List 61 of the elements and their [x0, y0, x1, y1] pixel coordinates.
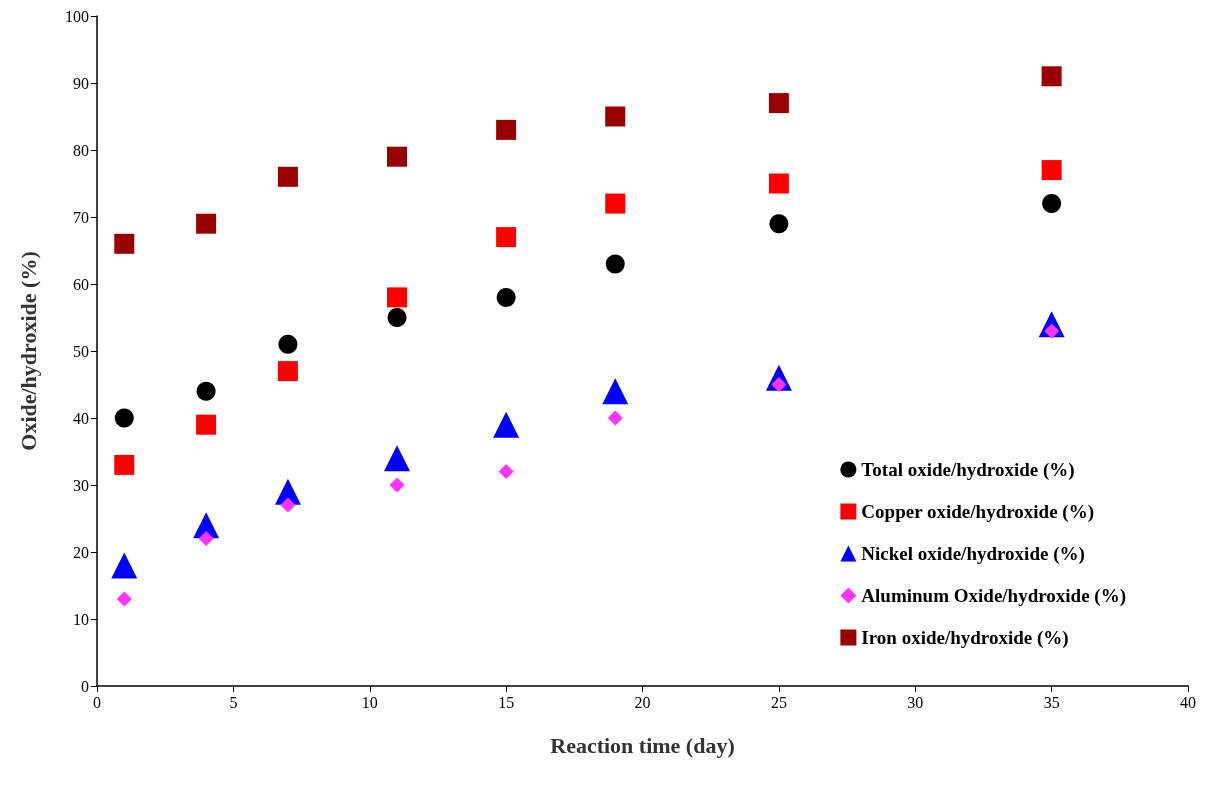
point	[277, 361, 298, 382]
x-tick-label: 20	[634, 693, 651, 711]
point	[196, 414, 217, 435]
y-axis-title: Oxide/hydroxide (%)	[15, 251, 41, 451]
point	[496, 119, 517, 140]
y-tick-label: 100	[65, 7, 89, 25]
y-tick-label: 20	[73, 543, 89, 561]
point	[605, 193, 626, 214]
y-tick-label: 40	[73, 409, 89, 427]
x-tick-label: 10	[361, 693, 378, 711]
y-tick-label: 50	[73, 342, 89, 360]
y-tick-label: 10	[73, 610, 89, 628]
y-tick-label: 90	[73, 74, 89, 92]
y-tick-label: 60	[73, 275, 89, 293]
y-tick-label: 80	[73, 141, 89, 159]
legend-label: Total oxide/hydroxide (%)	[861, 459, 1075, 481]
point	[605, 106, 626, 127]
point	[493, 411, 520, 438]
y-tick-label: 70	[73, 208, 89, 226]
point	[196, 213, 217, 234]
point	[496, 287, 516, 307]
point	[602, 378, 629, 405]
point	[389, 477, 405, 493]
legend-label: Iron oxide/hydroxide (%)	[861, 627, 1069, 649]
point	[280, 497, 296, 513]
point	[1041, 66, 1062, 87]
point	[116, 591, 132, 607]
point	[1041, 160, 1062, 181]
x-tick-label: 25	[770, 693, 787, 711]
point	[114, 408, 134, 428]
point	[496, 227, 517, 248]
point	[111, 552, 138, 579]
point	[384, 445, 411, 472]
point	[387, 308, 407, 327]
legend-label: Copper oxide/hydroxide (%)	[861, 501, 1094, 523]
point	[768, 93, 789, 114]
point	[387, 146, 408, 167]
point	[114, 454, 135, 475]
x-tick-label: 5	[229, 693, 238, 711]
y-tick-label: 30	[73, 476, 89, 494]
y-tick-label: 0	[81, 677, 89, 695]
point	[277, 166, 298, 187]
point	[387, 287, 408, 308]
legend-label: Nickel oxide/hydroxide (%)	[861, 543, 1085, 565]
x-tick-label: 40	[1180, 693, 1196, 711]
point	[278, 334, 298, 354]
point	[114, 233, 135, 254]
point	[198, 531, 214, 547]
x-tick-label: 30	[907, 693, 924, 711]
point	[498, 464, 514, 480]
x-axis-title: Reaction time (day)	[550, 732, 735, 758]
point	[196, 381, 216, 401]
point	[1042, 194, 1062, 214]
point	[769, 214, 789, 234]
x-tick-label: 35	[1043, 693, 1060, 711]
point	[605, 254, 625, 274]
x-tick-label: 15	[498, 693, 515, 711]
x-tick-label: 0	[93, 693, 101, 711]
legend-label: Aluminum Oxide/hydroxide (%)	[861, 585, 1127, 607]
point	[607, 410, 623, 426]
point	[768, 173, 789, 194]
